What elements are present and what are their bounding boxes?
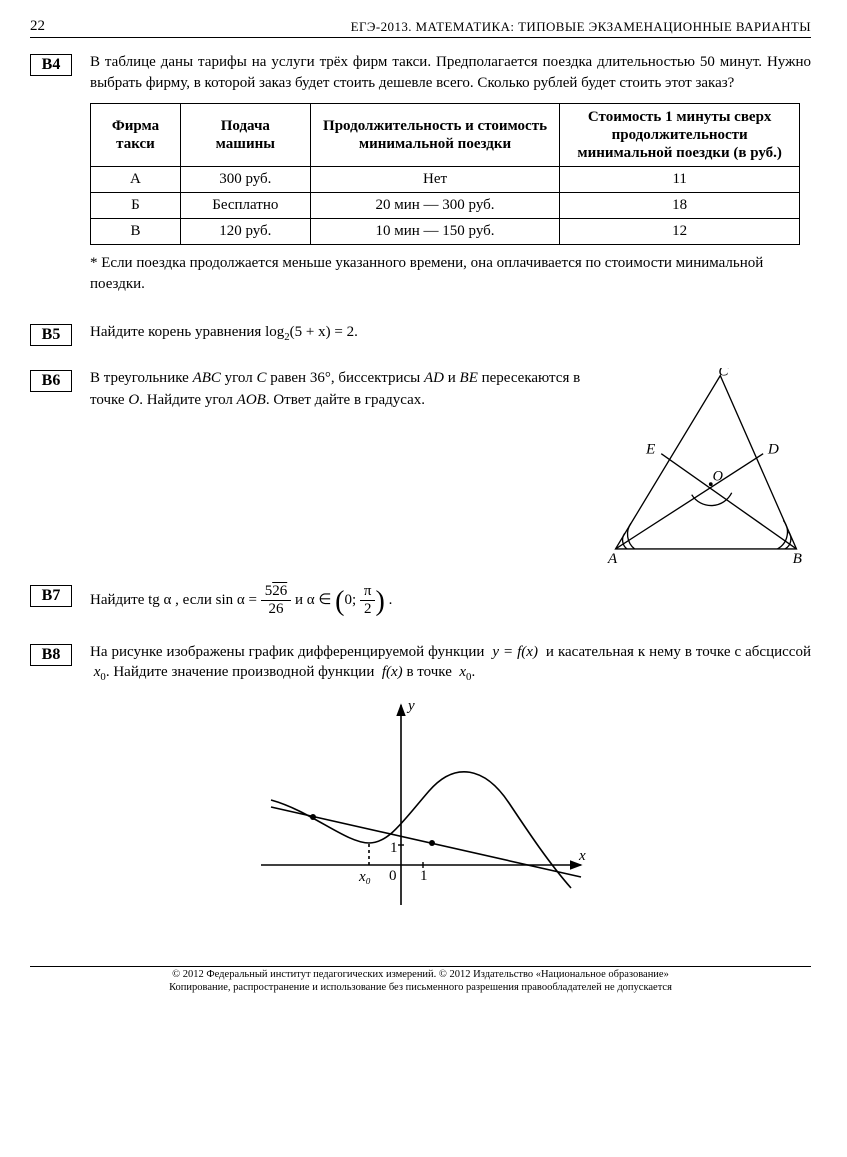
dot-left xyxy=(310,814,316,820)
b7-pre: Найдите tg α , если sin α = xyxy=(90,592,261,608)
y-label: y xyxy=(406,698,415,714)
table-row: А 300 руб. Нет 11 xyxy=(91,167,800,193)
cell: 300 руб. xyxy=(180,167,310,193)
page-footer: © 2012 Федеральный институт педагогическ… xyxy=(30,969,811,994)
problem-b4: B4 В таблице даны тарифы на услуги трёх … xyxy=(30,52,811,93)
label-b: B xyxy=(793,550,802,567)
cell: Бесплатно xyxy=(180,193,310,219)
problem-text: В треугольнике ABC угол C равен 36°, бис… xyxy=(90,368,601,412)
b7-frac2: π 2 xyxy=(360,584,376,617)
x0-label: x₀ xyxy=(358,869,371,885)
th-min: Продолжительность и стоимость минимально… xyxy=(310,104,560,167)
cell: 11 xyxy=(560,167,800,193)
cell: 20 мин — 300 руб. xyxy=(310,193,560,219)
b8-figure: y x 0 1 1 x₀ xyxy=(30,695,811,930)
cell: 10 мин — 150 руб. xyxy=(310,219,560,245)
dot-right xyxy=(429,840,435,846)
problem-b7: B7 Найдите tg α , если sin α = 526 26 и … xyxy=(30,583,811,622)
th-car: Подача машины xyxy=(180,104,310,167)
b6-figure: A B C D E O xyxy=(601,368,811,573)
one-y-label: 1 xyxy=(390,840,398,856)
table-row: В 120 руб. 10 мин — 150 руб. 12 xyxy=(91,219,800,245)
x-label: x xyxy=(578,848,586,864)
cell: Нет xyxy=(310,167,560,193)
b7-num: 526 xyxy=(261,584,292,601)
problem-b5: B5 Найдите корень уравнения log2(5 + x) … xyxy=(30,322,811,346)
table-header-row: Фирма такси Подача машины Продолжительно… xyxy=(91,104,800,167)
footer-line-1: © 2012 Федеральный институт педагогическ… xyxy=(30,969,811,982)
b5-pre: Найдите корень уравнения log xyxy=(90,324,284,340)
b7-2: 2 xyxy=(360,601,376,617)
label-e: E xyxy=(645,441,656,458)
paren-close-icon: ) xyxy=(375,586,384,617)
label-a: A xyxy=(607,550,618,567)
b7-tail: . xyxy=(389,592,393,608)
problem-label: B6 xyxy=(30,370,72,392)
cell: 12 xyxy=(560,219,800,245)
page-number: 22 xyxy=(30,18,45,35)
page-header: 22 ЕГЭ-2013. МАТЕМАТИКА: ТИПОВЫЕ ЭКЗАМЕН… xyxy=(30,18,811,38)
problem-label: B5 xyxy=(30,324,72,346)
cell: В xyxy=(91,219,181,245)
problem-b8: B8 На рисунке изображены график дифферен… xyxy=(30,642,811,686)
cell: 120 руб. xyxy=(180,219,310,245)
label-o: O xyxy=(713,468,723,484)
triangle-svg: A B C D E O xyxy=(601,368,811,568)
problem-label: B7 xyxy=(30,585,72,607)
label-c: C xyxy=(718,368,729,380)
cell: Б xyxy=(91,193,181,219)
th-extra: Стоимость 1 минуты сверх продолжительнос… xyxy=(560,104,800,167)
header-title: ЕГЭ-2013. МАТЕМАТИКА: ТИПОВЫЕ ЭКЗАМЕНАЦИ… xyxy=(351,19,811,35)
problem-text: Найдите tg α , если sin α = 526 26 и α ∈… xyxy=(90,583,811,622)
label-d: D xyxy=(767,441,779,458)
b7-den: 26 xyxy=(261,601,292,617)
problem-text: Найдите корень уравнения log2(5 + x) = 2… xyxy=(90,322,811,345)
tariff-table: Фирма такси Подача машины Продолжительно… xyxy=(90,103,800,245)
b7-frac: 526 26 xyxy=(261,584,292,617)
table-row: Б Бесплатно 20 мин — 300 руб. 18 xyxy=(91,193,800,219)
b7-mid: и α ∈ xyxy=(295,592,335,608)
problem-label: B4 xyxy=(30,54,72,76)
b4-footnote: * Если поездка продолжается меньше указа… xyxy=(90,253,811,294)
origin-label: 0 xyxy=(389,868,397,884)
cell: 18 xyxy=(560,193,800,219)
b7-interval-start: 0; xyxy=(344,592,359,608)
footer-line-2: Копирование, распространение и использов… xyxy=(30,982,811,995)
b7-pi: π xyxy=(360,584,376,601)
th-firm: Фирма такси xyxy=(91,104,181,167)
b5-arg: (5 + x) = 2. xyxy=(290,324,358,340)
problem-text: В таблице даны тарифы на услуги трёх фир… xyxy=(90,52,811,93)
footer-rule-icon xyxy=(30,966,811,967)
one-x-label: 1 xyxy=(420,868,428,884)
problem-text: На рисунке изображены график дифференцир… xyxy=(90,642,811,686)
graph-svg: y x 0 1 1 x₀ xyxy=(241,695,601,925)
problem-label: B8 xyxy=(30,644,72,666)
cell: А xyxy=(91,167,181,193)
problem-b6: B6 В треугольнике ABC угол C равен 36°, … xyxy=(30,368,811,573)
